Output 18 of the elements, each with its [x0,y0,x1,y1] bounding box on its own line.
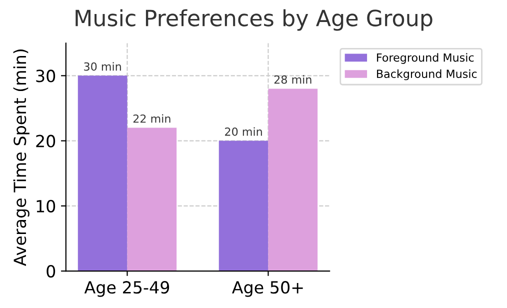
y-tick-label: 0 [46,265,56,278]
data-label: 22 min [133,114,170,123]
bar [78,76,128,272]
data-label: 20 min [225,127,262,136]
y-tick-label: 20 [36,134,56,148]
bar [218,140,268,272]
chart-title: Music Preferences by Age Group [76,9,432,31]
legend-label: Foreground Music [377,53,474,64]
y-tick-label: 30 [36,70,56,82]
data-label: 30 min [84,62,121,71]
bar [268,88,318,272]
bar [127,128,177,272]
legend-label: Background Music [377,69,477,80]
x-tick-label: Age 25-49 [84,281,170,297]
x-tick-label: Age 50+ [232,281,303,297]
y-axis-title: Average Time Spent (min) [13,49,30,266]
y-tick-label: 10 [36,200,56,212]
data-label: 28 min [274,75,312,84]
